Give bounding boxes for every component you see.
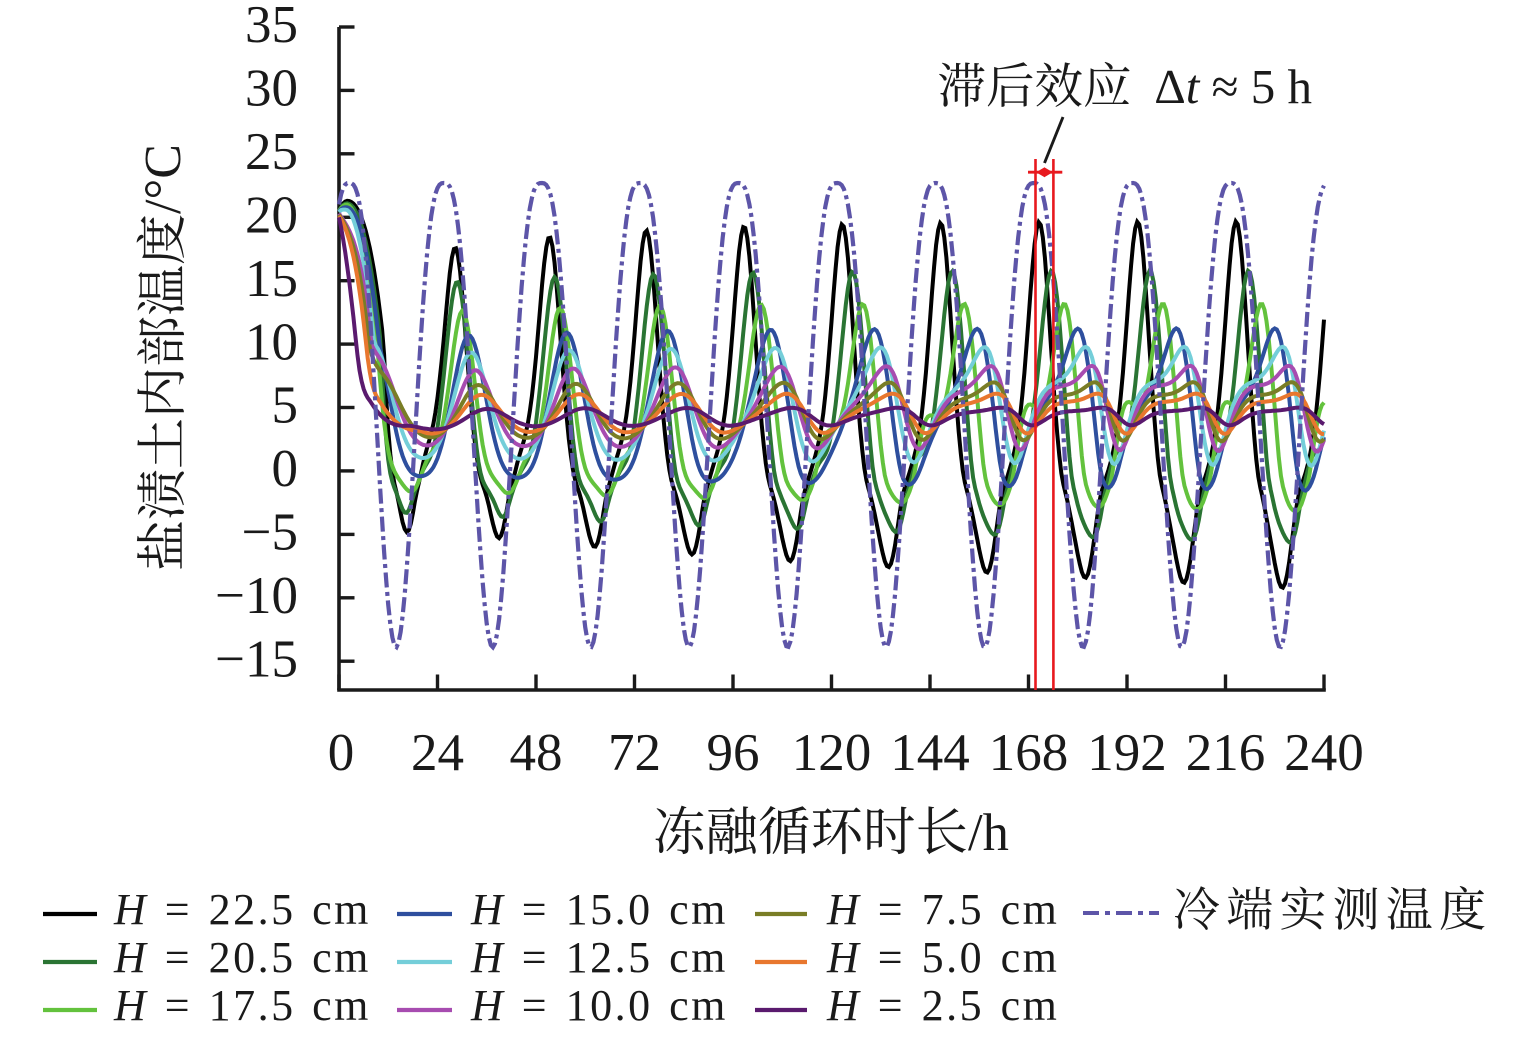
svg-text:168: 168 [989, 724, 1069, 782]
svg-text:/h: /h [968, 804, 1009, 862]
svg-text:H = 22.5 cm: H = 22.5 cm [113, 885, 371, 934]
svg-text:−10: −10 [215, 567, 298, 625]
svg-text:H = 7.5 cm: H = 7.5 cm [826, 885, 1059, 934]
svg-text:H = 20.5 cm: H = 20.5 cm [113, 933, 371, 982]
svg-text:120: 120 [792, 724, 872, 782]
svg-text:192: 192 [1087, 724, 1167, 782]
svg-text:15: 15 [245, 250, 298, 308]
svg-text:5: 5 [272, 377, 299, 435]
svg-text:/°C: /°C [135, 144, 192, 214]
svg-text:240: 240 [1284, 724, 1364, 782]
svg-text:24: 24 [411, 724, 464, 782]
svg-text:−15: −15 [215, 630, 298, 688]
svg-text:35: 35 [245, 0, 298, 54]
svg-text:48: 48 [510, 724, 563, 782]
svg-text:H = 10.0 cm: H = 10.0 cm [470, 981, 728, 1030]
svg-text:30: 30 [245, 60, 298, 118]
svg-text:H = 15.0 cm: H = 15.0 cm [470, 885, 728, 934]
svg-text:0: 0 [328, 724, 355, 782]
svg-text:Δt ≈ 5 h: Δt ≈ 5 h [1154, 59, 1312, 114]
svg-text:20: 20 [245, 187, 298, 245]
svg-text:216: 216 [1186, 724, 1266, 782]
svg-text:H = 12.5 cm: H = 12.5 cm [470, 933, 728, 982]
svg-text:H = 2.5 cm: H = 2.5 cm [826, 981, 1059, 1030]
svg-text:72: 72 [608, 724, 661, 782]
svg-text:−5: −5 [242, 504, 298, 562]
svg-text:96: 96 [707, 724, 760, 782]
svg-text:10: 10 [245, 313, 298, 371]
svg-text:144: 144 [890, 724, 970, 782]
svg-text:H = 5.0 cm: H = 5.0 cm [826, 933, 1059, 982]
svg-text:H = 17.5 cm: H = 17.5 cm [113, 981, 371, 1030]
svg-text:25: 25 [245, 123, 298, 181]
svg-text:0: 0 [272, 440, 299, 498]
